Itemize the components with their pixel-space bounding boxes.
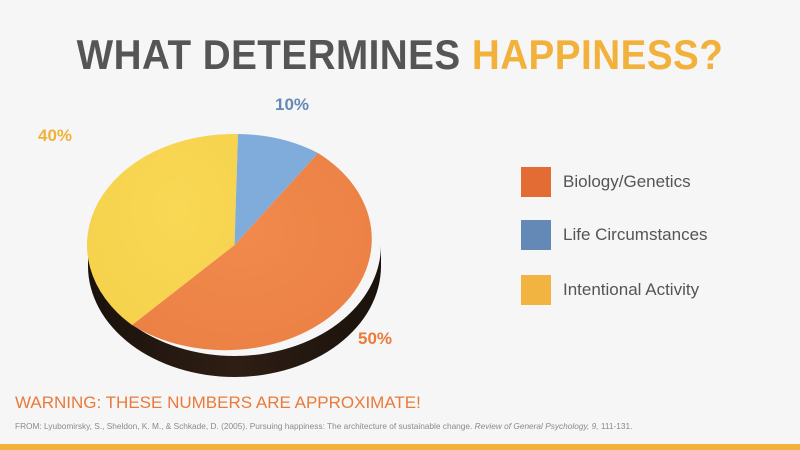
label-biology-genetics: 50% [358,329,393,348]
slice-intentional-activity [86,133,238,325]
slide-title: WHAT DETERMINES HAPPINESS? [32,30,768,80]
citation-text: FROM: Lyubomirsky, S., Sheldon, K. M., &… [15,421,632,431]
pie-side [88,245,381,377]
citation-journal: Review of General Psychology, 9, [474,421,599,431]
title-part-1: WHAT DETERMINES [76,31,472,78]
legend-label: Intentional Activity [563,280,700,299]
legend-item-intentional-activity: Intentional Activity [521,275,781,305]
legend-item-life-circumstances: Life Circumstances [521,220,781,250]
label-intentional-activity: 40% [38,126,73,145]
legend-swatch [521,220,551,250]
title-part-2: HAPPINESS? [471,31,724,78]
legend-label: Biology/Genetics [563,172,691,191]
citation-prefix: FROM: Lyubomirsky, S., Sheldon, K. M., &… [15,421,475,431]
slice-life-circumstances [234,134,318,245]
label-life-circumstances: 10% [275,95,310,114]
warning-text: WARNING: THESE NUMBERS ARE APPROXIMATE! [15,393,421,412]
bottom-accent-bar [0,444,800,450]
slice-biology-genetics [132,153,372,351]
legend-item-biology-genetics: Biology/Genetics [521,167,781,197]
legend-swatch [521,167,551,197]
legend-label: Life Circumstances [563,225,708,244]
citation-suffix: 111-131. [598,421,633,431]
legend-swatch [521,275,551,305]
